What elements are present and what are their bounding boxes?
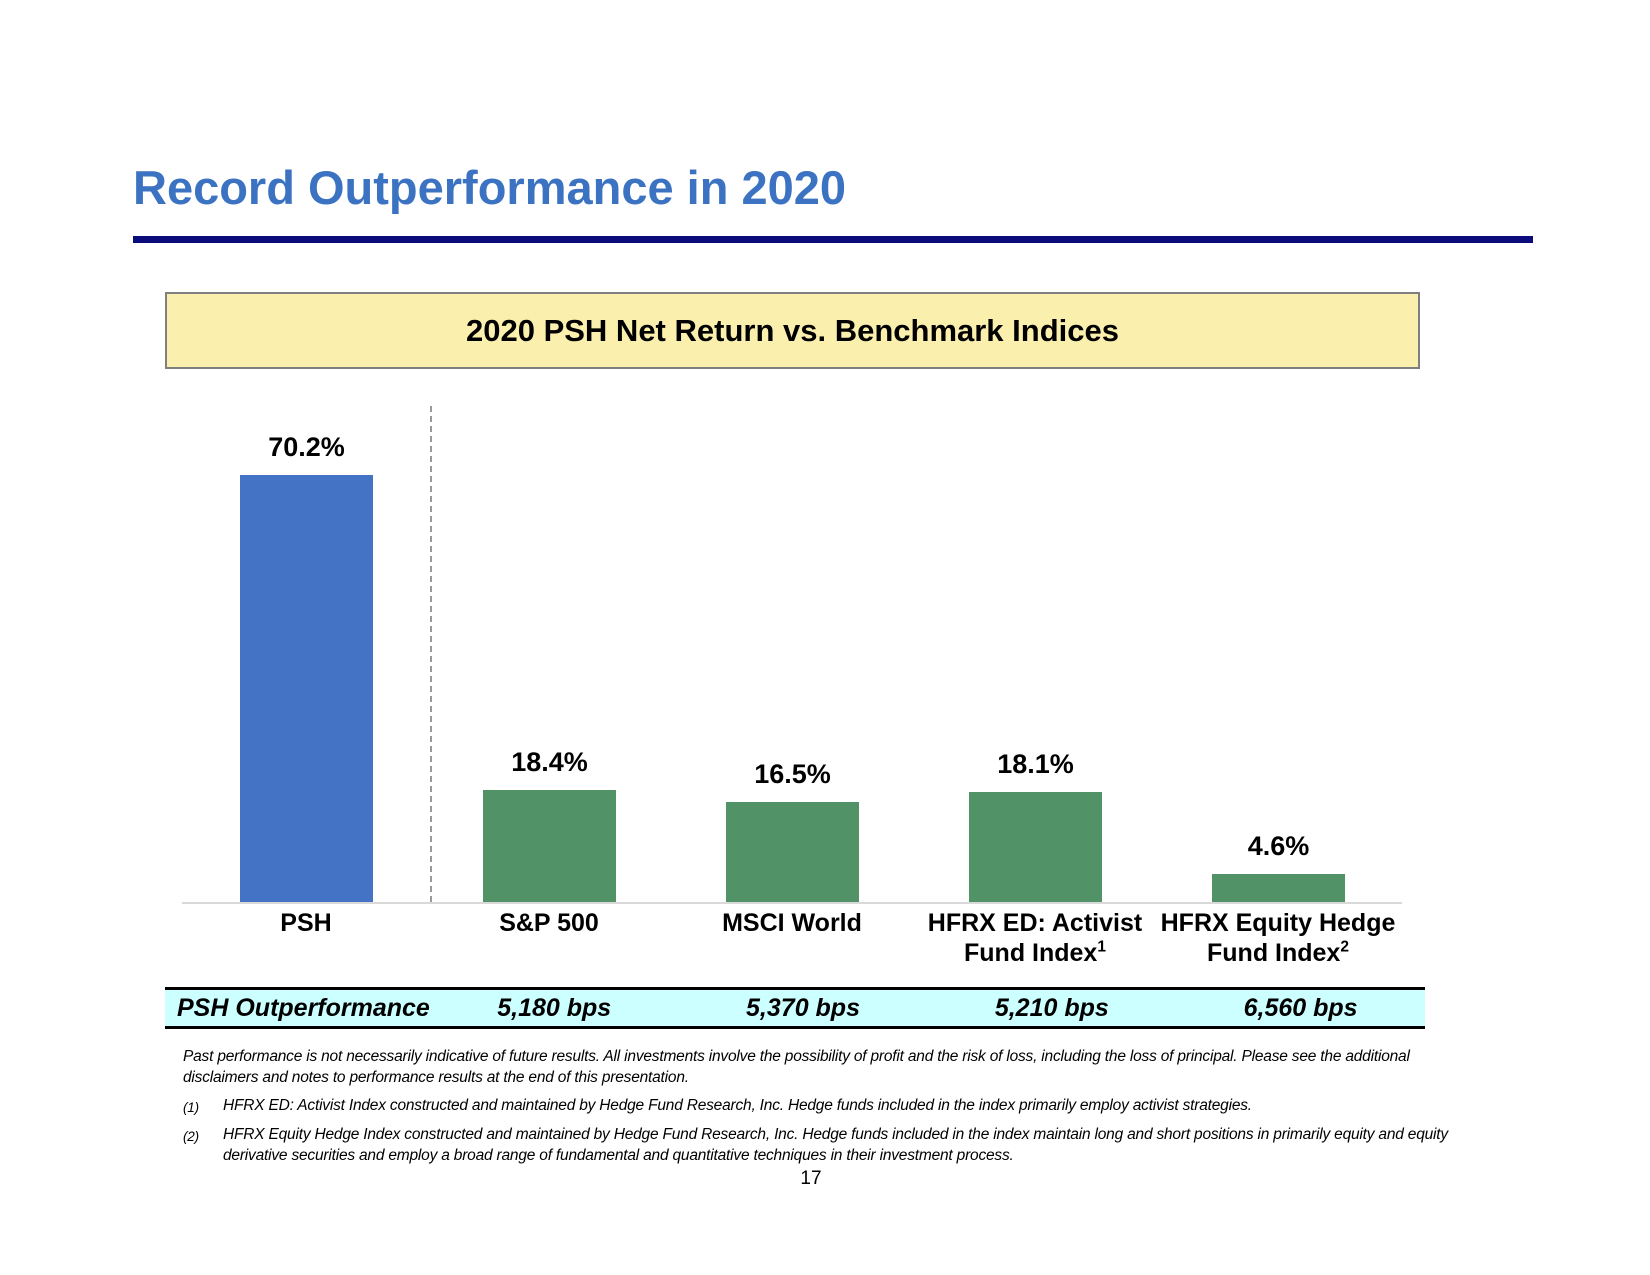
category-label-line2: Fund Index (964, 939, 1098, 967)
bar-column-hfrx-ed-activist: 18.1% (969, 400, 1102, 902)
footnotes-block: Past performance is not necessarily indi… (183, 1046, 1455, 1172)
outperformance-value-hfrx-ed-activist: 5,210 bps (994, 993, 1109, 1022)
footnote-marker: (1) (183, 1100, 199, 1115)
bar-value-label: 16.5% (754, 759, 831, 789)
outperformance-value-msci-world: 5,370 bps (746, 993, 860, 1022)
category-label-line1: PSH (280, 909, 332, 937)
footnote-text: HFRX Equity Hedge Index constructed and … (223, 1126, 1448, 1164)
outperformance-row-label: PSH Outperformance (177, 993, 430, 1022)
bar-value-label: 18.1% (997, 749, 1074, 779)
bar-value-label: 4.6% (1247, 831, 1310, 861)
bar-column-psh: 70.2% (240, 400, 373, 902)
outperformance-table: PSH Outperformance 5,180 bps 5,370 bps 5… (165, 987, 1425, 1029)
chart-header-box: 2020 PSH Net Return vs. Benchmark Indice… (165, 292, 1420, 369)
category-label-msci-world: MSCI World (647, 908, 937, 938)
category-label-line1: MSCI World (722, 909, 862, 937)
psh-separator-line (430, 406, 432, 902)
category-label-line2: Fund Index (1207, 939, 1341, 967)
footnote-item: (1) HFRX ED: Activist Index constructed … (183, 1095, 1455, 1118)
category-axis-labels: PSH S&P 500 MSCI World HFRX ED: Activist… (185, 908, 1400, 978)
outperformance-value-sp500: 5,180 bps (497, 993, 612, 1022)
footnote-superscript: 1 (1097, 938, 1106, 956)
chart-baseline (182, 902, 1402, 904)
outperformance-value-hfrx-equity-hedge: 6,560 bps (1243, 993, 1358, 1022)
footnote-disclaimer: Past performance is not necessarily indi… (183, 1048, 1410, 1086)
footnote-marker: (2) (183, 1129, 199, 1144)
title-underline-rule (133, 236, 1533, 243)
category-label-line1: S&P 500 (499, 909, 599, 937)
bar-value-label: 18.4% (511, 747, 588, 777)
benchmark-bar (726, 802, 859, 902)
footnote-text: HFRX ED: Activist Index constructed and … (223, 1097, 1252, 1114)
footnote-superscript: 2 (1340, 938, 1349, 956)
category-label-psh: PSH (161, 908, 451, 938)
page-number: 17 (800, 1168, 822, 1189)
category-label-sp500: S&P 500 (404, 908, 694, 938)
category-label-line1: HFRX ED: Activist (927, 909, 1143, 937)
category-label-hfrx-equity-hedge: HFRX Equity Hedge Fund Index2 (1133, 908, 1423, 968)
psh-bar (240, 475, 373, 902)
category-label-hfrx-ed-activist: HFRX ED: Activist Fund Index1 (890, 908, 1180, 968)
category-label-line1: HFRX Equity Hedge (1160, 909, 1396, 937)
benchmark-bar (1212, 874, 1345, 902)
bar-value-label: 70.2% (268, 432, 345, 462)
benchmark-bar (969, 792, 1102, 902)
chart-title: 2020 PSH Net Return vs. Benchmark Indice… (466, 312, 1119, 348)
footnote-item: (2) HFRX Equity Hedge Index constructed … (183, 1124, 1455, 1166)
bar-column-hfrx-equity-hedge: 4.6% (1212, 400, 1345, 902)
bar-chart: 70.2% 18.4% 16.5% 18.1% 4.6% (182, 400, 1402, 904)
page-title: Record Outperformance in 2020 (133, 161, 847, 214)
benchmark-bar (483, 790, 616, 902)
bar-column-sp500: 18.4% (483, 400, 616, 902)
bar-column-msci-world: 16.5% (726, 400, 859, 902)
